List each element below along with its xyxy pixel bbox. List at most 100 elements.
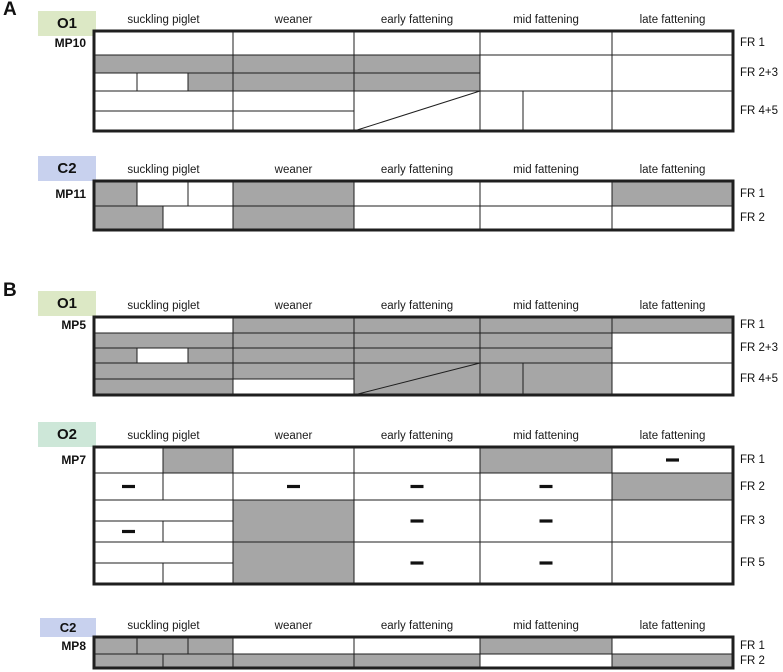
phase-cell [93, 347, 138, 364]
dash-mark [666, 458, 679, 462]
fr-row-label: FR 2 [740, 212, 765, 224]
mp-label: MP10 [54, 36, 86, 50]
phase-cell [611, 205, 734, 231]
phase-cell [93, 180, 138, 207]
phase-cell [611, 30, 734, 56]
phase-cell [232, 347, 355, 364]
phase-header: weaner [274, 620, 313, 632]
fr-row-label: FR 4+5 [740, 373, 779, 385]
phase-cell [232, 205, 355, 231]
farm-chip: O2 [38, 422, 96, 447]
dash-mark [287, 484, 300, 489]
grid-table [92, 315, 735, 397]
phase-cell [479, 636, 613, 655]
phase-cell [136, 347, 189, 364]
phase-cell [479, 446, 613, 474]
fr-row-label: FR 2+3 [740, 342, 779, 354]
phase-cell [93, 54, 234, 74]
phase-header: mid fattening [513, 164, 579, 176]
phase-header: weaner [274, 14, 313, 26]
transition-diagonal [353, 362, 481, 396]
phase-cell [162, 653, 234, 669]
phase-cell [611, 362, 734, 396]
phase-cell [232, 180, 355, 207]
fr-row-label: FR 5 [740, 557, 765, 569]
phase-cell [232, 110, 355, 132]
fr-row-label: FR 1 [740, 639, 765, 652]
phase-header: late fattening [639, 14, 706, 26]
table-outer-border [92, 315, 735, 397]
mp-label: MP8 [61, 638, 86, 653]
phase-cell [353, 332, 481, 349]
phase-cell [232, 72, 355, 92]
phase-cell [232, 378, 355, 396]
phase-cell [611, 499, 734, 543]
phase-cell [232, 499, 355, 543]
phase-cell [611, 90, 734, 132]
phase-cell [93, 541, 234, 564]
phase-cell [353, 316, 481, 334]
phase-header: mid fattening [513, 620, 579, 632]
phase-headers: suckling piglet weaner early fattening mid … [0, 12, 783, 28]
phase-cell [479, 54, 613, 92]
phase-cell [162, 562, 234, 585]
phase-cell [232, 30, 355, 56]
phase-cell [611, 316, 734, 334]
phase-cell [479, 332, 613, 349]
phase-cell [479, 347, 613, 364]
phase-header: suckling piglet [127, 164, 200, 176]
phase-cell [353, 205, 481, 231]
phase-cell [187, 72, 234, 92]
dash-mark [122, 484, 135, 489]
transition-diagonal [353, 90, 481, 132]
phase-cell [93, 362, 234, 380]
phase-cell [136, 180, 189, 207]
phase-cell [187, 636, 234, 655]
phase-cell [611, 541, 734, 585]
phase-cell [162, 205, 234, 231]
phase-cell [479, 90, 524, 132]
phase-cell [232, 362, 355, 380]
mp-label: MP5 [61, 318, 86, 332]
phase-header: weaner [274, 164, 313, 176]
phase-cell [232, 446, 355, 474]
phase-headers: suckling piglet weaner early fattening mid … [0, 162, 783, 178]
phase-header: mid fattening [513, 430, 579, 442]
panel-label-a: A [3, 0, 17, 20]
phase-cell [136, 636, 189, 655]
phase-cell [232, 316, 355, 334]
phase-header: early fattening [380, 430, 454, 442]
dash-mark [539, 561, 553, 565]
grid-table [92, 179, 735, 232]
phase-header: early fattening [380, 14, 454, 26]
farm-chip: C2 [38, 156, 96, 181]
phase-cell [479, 180, 613, 207]
phase-cell [611, 653, 734, 669]
phase-cell [232, 653, 355, 669]
phase-cell [93, 636, 138, 655]
phase-cell [93, 499, 234, 522]
phase-cell [93, 332, 234, 349]
mp-label: MP7 [61, 453, 86, 467]
fr-row-label: FR 4+5 [740, 105, 779, 117]
phase-cell [93, 378, 234, 396]
phase-header: suckling piglet [127, 430, 200, 442]
phase-cell [93, 110, 234, 132]
phase-cell [93, 72, 138, 92]
dash-mark [122, 529, 135, 534]
dash-mark [410, 519, 424, 523]
phase-cell [162, 446, 234, 474]
phase-cell [162, 472, 234, 501]
phase-cell [522, 362, 613, 396]
phase-header: weaner [274, 430, 313, 442]
mp-label: MP11 [55, 186, 86, 201]
phase-cell [353, 30, 481, 56]
phase-header: late fattening [639, 300, 706, 312]
dash-mark [410, 561, 424, 565]
farm-chip: O1 [38, 11, 96, 36]
phase-cell [93, 30, 234, 56]
dash-mark [539, 519, 553, 523]
phase-cell [479, 30, 613, 56]
phase-header: early fattening [380, 300, 454, 312]
